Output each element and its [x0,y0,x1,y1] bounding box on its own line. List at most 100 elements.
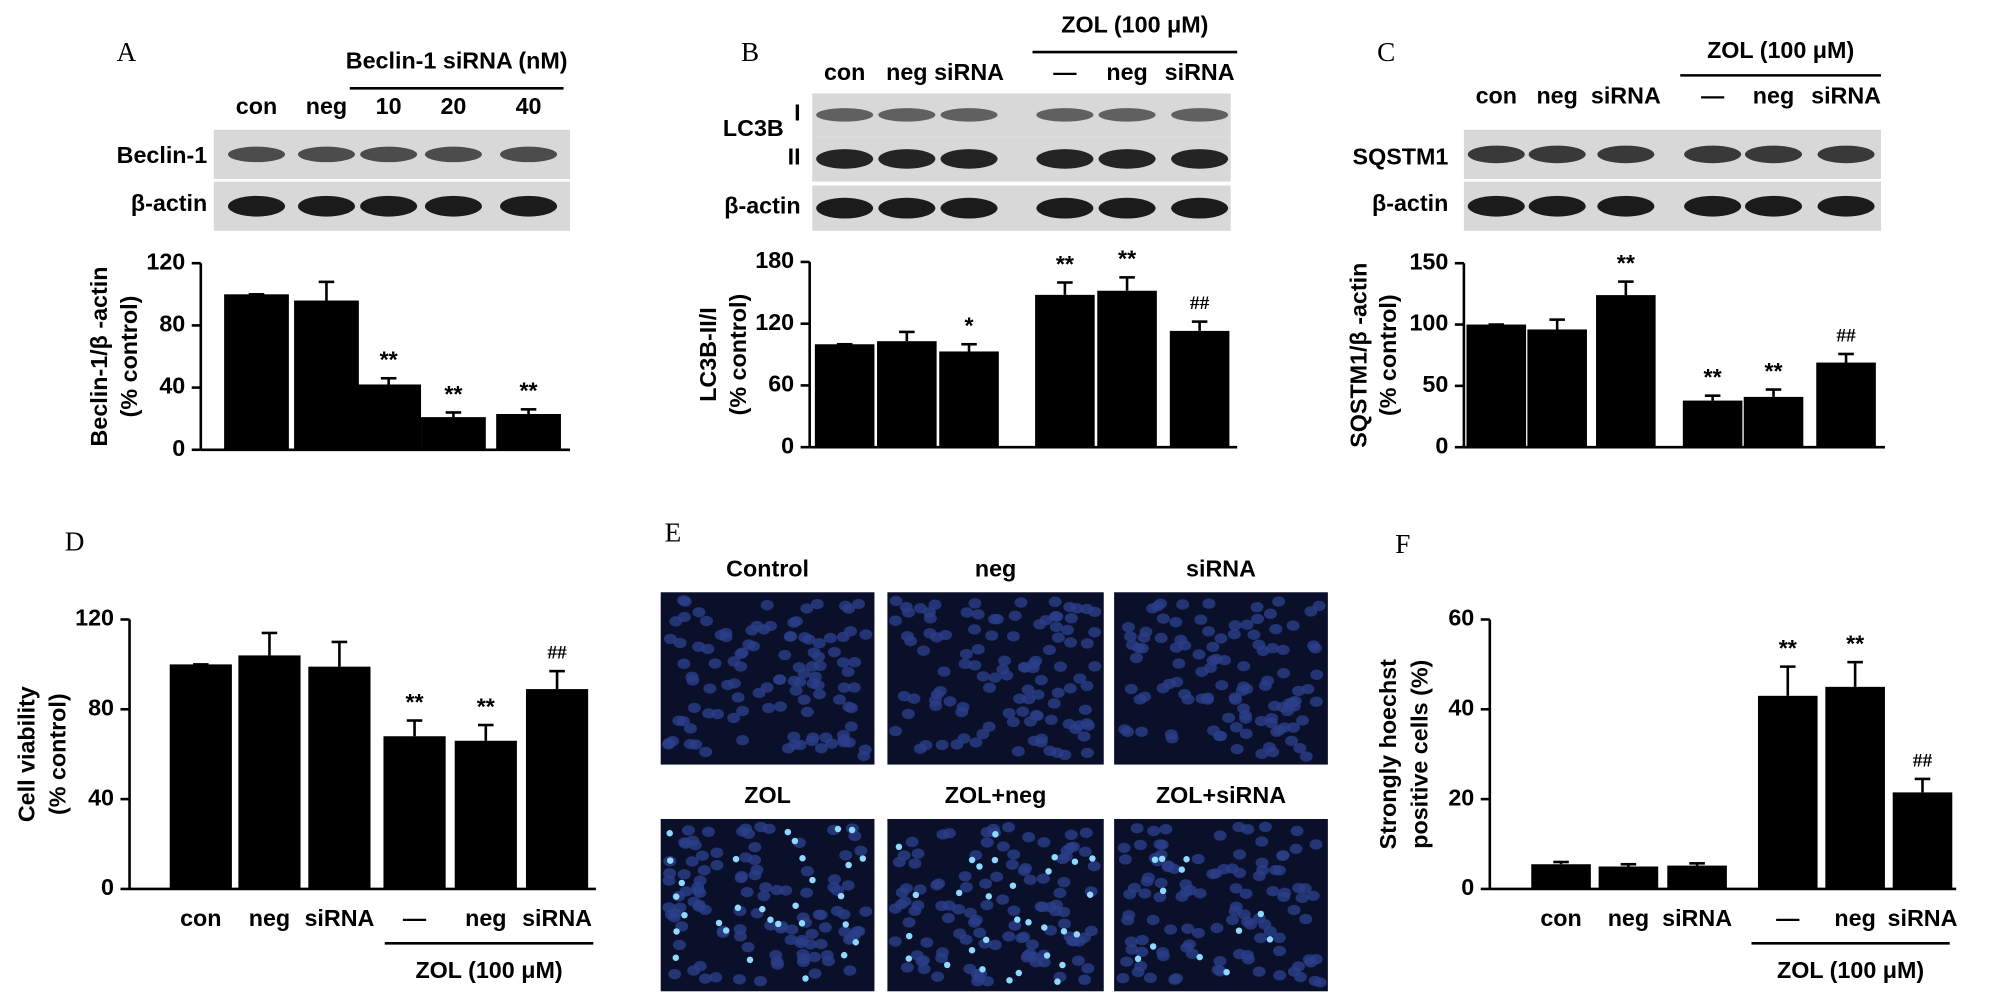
bright-nucleus [968,946,976,954]
bright-nucleus [1045,868,1052,875]
blot-band [424,146,482,163]
nucleus [662,902,676,913]
nucleus [687,702,701,714]
error-bar [261,631,278,656]
y-axis-label: (% control) [45,693,71,815]
bright-nucleus [1015,969,1023,977]
nucleus [1309,954,1323,965]
nucleus [662,875,676,886]
nucleus [1138,888,1152,899]
y-tick-label: 0 [1435,432,1448,458]
nucleus [1066,841,1080,852]
image-label: Control [726,555,809,581]
nucleus [784,934,798,946]
lane-label: con [1540,905,1581,931]
nucleus [1227,629,1241,640]
blot-band [1036,149,1094,169]
nucleus [968,624,981,635]
nucleus [1269,864,1283,876]
nucleus [1078,846,1092,857]
nucleus [673,637,687,649]
nucleus [1057,918,1071,930]
nucleus [1258,919,1272,930]
nucleus [1130,823,1144,834]
nucleus [859,906,873,917]
nucleus [1006,631,1020,642]
nucleus [1170,676,1184,688]
blot-band [228,195,286,217]
nucleus [1252,966,1266,977]
bright-nucleus [767,916,774,923]
nucleus [1225,914,1239,926]
error-bar [380,376,397,385]
nucleus [982,721,996,732]
nucleus [908,858,922,869]
nucleus [800,887,814,898]
nucleus [774,701,787,712]
nucleus [1211,964,1225,975]
nucleus [1254,932,1268,944]
nucleus [1037,957,1051,968]
nucleus [1049,905,1063,917]
bar [1892,792,1953,889]
nucleus [841,666,855,677]
nucleus [1078,704,1092,715]
nucleus [1296,715,1309,726]
error-bar [1914,777,1931,793]
nucleus [805,735,819,747]
nucleus [996,894,1010,905]
nucleus [1036,901,1050,913]
nucleus [736,826,750,837]
nucleus [762,702,776,714]
y-axis-label: Cell viability [14,686,40,822]
nucleus [695,850,709,861]
nucleus [672,939,686,951]
y-tick-label: 100 [1409,310,1448,336]
lane-label: con [824,59,865,85]
nucleus [698,973,712,984]
blot-band [360,195,418,217]
nucleus [1021,684,1035,695]
nucleus [796,956,810,968]
bright-nucleus [1071,858,1079,865]
nucleus [760,599,774,611]
nucleus [1053,661,1067,672]
nucleus [852,598,866,610]
error-bar [1553,860,1569,865]
nucleus [1049,621,1063,633]
bright-nucleus [1235,927,1243,934]
nucleus [1025,939,1039,950]
nucleus [897,850,911,861]
y-tick-label: 120 [755,309,794,335]
nucleus [1033,619,1047,630]
nucleus [837,729,850,741]
nucleus [800,603,814,614]
y-axis-label: (% control) [116,296,142,418]
nucleus [1051,632,1065,643]
nucleus [1241,916,1255,927]
nucleus [1164,924,1178,935]
nucleus [1080,680,1094,692]
nucleus [1215,680,1229,691]
nucleus [1131,966,1145,978]
bar [1035,294,1095,448]
bright-nucleus [1059,961,1066,969]
bright-nucleus [837,892,845,900]
nucleus [1266,886,1280,897]
bar [1527,329,1587,448]
nucleus [699,746,713,758]
lane-label: 40 [516,93,542,119]
image-label: ZOL [744,782,791,808]
nucleus [969,737,983,748]
bright-nucleus [848,826,856,834]
bright-nucleus [678,879,686,887]
nucleus [953,928,967,939]
error-bar [406,719,423,737]
nucleus [664,633,678,645]
nucleus [1147,825,1161,837]
bright-nucleus [798,920,806,927]
group-label: ZOL (100 μM) [1707,37,1854,63]
y-axis-label: Strongly hoechst [1375,659,1401,850]
nucleus [814,938,828,950]
blot-band [878,197,936,219]
